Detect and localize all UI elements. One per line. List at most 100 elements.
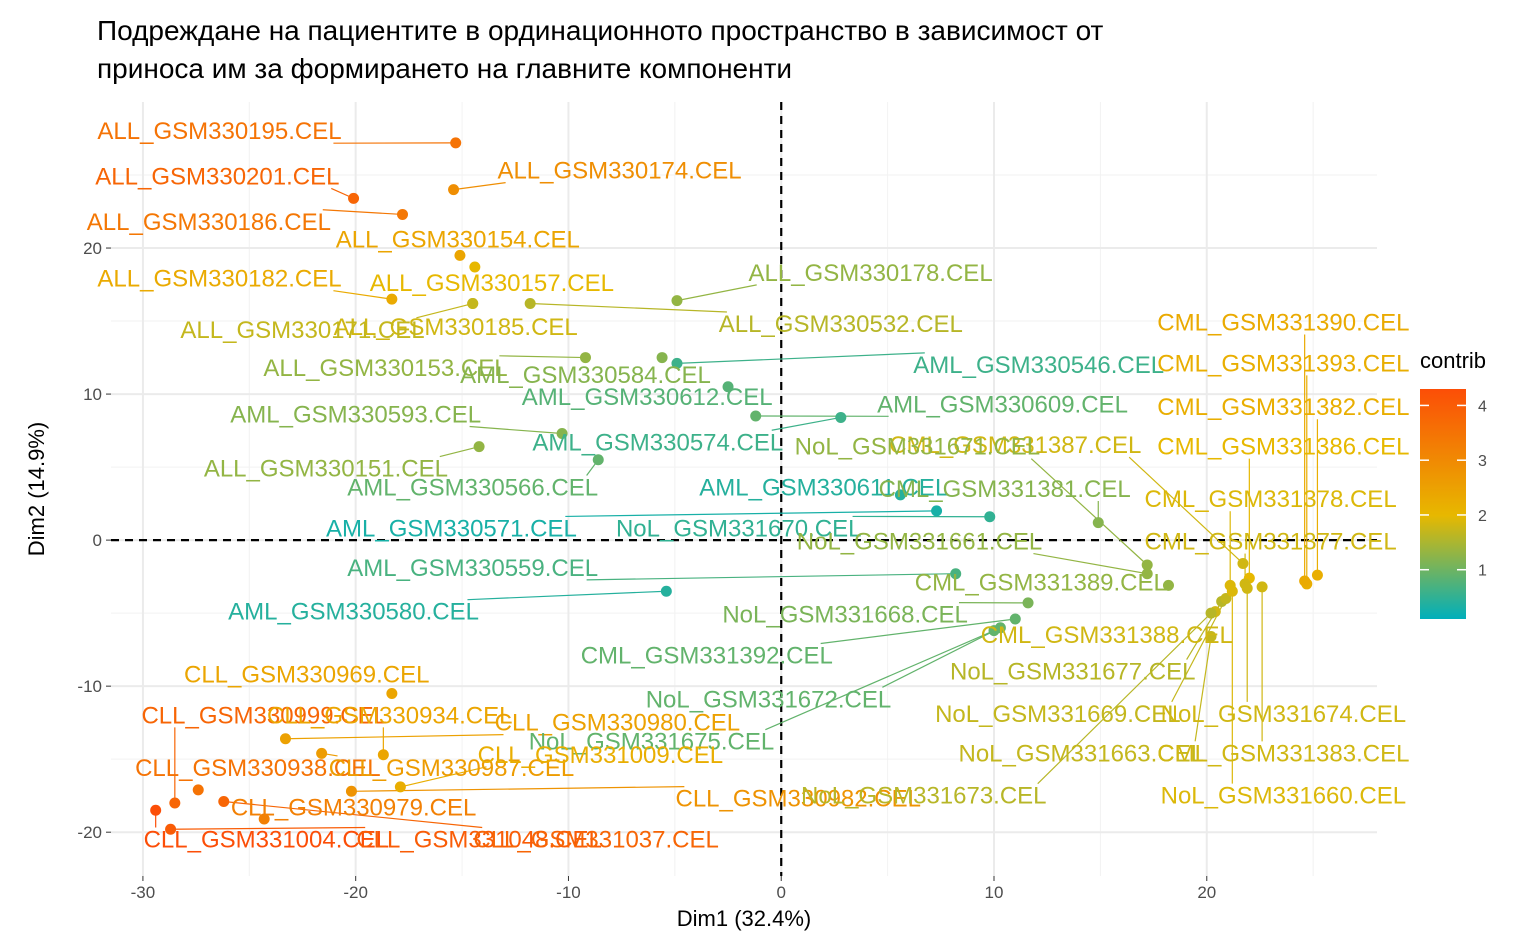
data-point xyxy=(396,208,408,220)
leader-line xyxy=(467,590,667,601)
point-label: CML_GSM331388.CEL xyxy=(981,622,1233,649)
point-label: ALL_GSM330171.CEL xyxy=(180,317,424,344)
data-point xyxy=(579,352,591,364)
data-point xyxy=(1299,575,1311,587)
leader-line xyxy=(565,510,937,518)
leader-line xyxy=(170,826,366,830)
point-label: CML_GSM331390.CEL xyxy=(1157,310,1409,337)
point-label: CML_GSM331387.CEL xyxy=(889,432,1141,459)
legend-title: contrib xyxy=(1420,348,1486,373)
point-label: NoL_GSM331661.CEL xyxy=(797,529,1042,556)
data-point xyxy=(556,428,568,440)
point-label: CLL_GSM330934.CEL xyxy=(267,702,512,729)
point-label: CLL_GSM330979.CEL xyxy=(231,794,476,821)
leader-line xyxy=(1037,612,1212,785)
data-point xyxy=(448,184,460,196)
data-point xyxy=(345,785,357,797)
data-point xyxy=(750,410,762,422)
point-label: CLL_GSM330987.CEL xyxy=(329,755,574,782)
data-point xyxy=(931,505,943,517)
y-tick-label: -10 xyxy=(77,677,102,696)
data-point xyxy=(348,192,360,204)
point-label: NoL_GSM331673.CEL xyxy=(801,783,1046,810)
point-label: NoL_GSM331668.CEL xyxy=(722,602,967,629)
data-point xyxy=(1205,607,1217,619)
point-label: CML_GSM331386.CEL xyxy=(1157,434,1409,461)
data-point xyxy=(656,352,668,364)
point-label: ALL_GSM330153.CEL xyxy=(263,355,507,382)
data-point xyxy=(316,747,328,759)
plot-panel xyxy=(111,102,1377,876)
point-label: NoL_GSM331675.CEL xyxy=(529,729,774,756)
point-label: AML_GSM330574.CEL xyxy=(532,429,783,456)
data-point xyxy=(1237,557,1249,569)
data-point xyxy=(984,511,996,523)
point-label: CML_GSM331383.CEL xyxy=(1157,740,1409,767)
data-point xyxy=(169,797,181,809)
data-point xyxy=(1162,579,1174,591)
x-tick-label: 10 xyxy=(985,883,1004,902)
point-label: AML_GSM330580.CEL xyxy=(228,599,479,626)
label-leader-lines xyxy=(155,142,1319,830)
point-label: CML_GSM331377.CEL xyxy=(1145,529,1397,556)
data-point xyxy=(192,784,204,796)
point-label: ALL_GSM330151.CEL xyxy=(204,456,448,483)
point-label: CML_GSM331382.CEL xyxy=(1157,394,1409,421)
point-label: CML_GSM331381.CEL xyxy=(879,476,1131,503)
data-point xyxy=(467,298,479,310)
point-label: AML_GSM330559.CEL xyxy=(347,555,598,582)
leader-line xyxy=(453,182,506,191)
data-point xyxy=(386,687,398,699)
leader-line xyxy=(1194,636,1212,742)
data-point xyxy=(454,249,466,261)
data-point xyxy=(394,781,406,793)
legend-ticks: 1 2 3 4 xyxy=(1420,398,1487,580)
point-label: NoL_GSM331677.CEL xyxy=(950,659,1195,686)
x-axis-ticks: -30 -20 -10 0 10 20 xyxy=(131,876,1216,902)
x-tick-label: 20 xyxy=(1197,883,1216,902)
leader-line xyxy=(765,630,995,731)
data-point xyxy=(450,137,462,149)
data-point xyxy=(1226,585,1238,597)
point-label: ALL_GSM330201.CEL xyxy=(95,163,339,190)
y-tick-label: 10 xyxy=(83,385,102,404)
point-label: NoL_GSM331670.CEL xyxy=(616,515,861,542)
point-label: NoL_GSM331674.CEL xyxy=(1161,701,1406,728)
point-label: ALL_GSM330178.CEL xyxy=(749,260,993,287)
chart-title-line-1: Подреждане на пациентите в ординационнот… xyxy=(97,15,1104,46)
point-label: CLL_GSM331048.CEL xyxy=(356,826,601,853)
x-tick-label: 0 xyxy=(777,883,786,902)
leader-line xyxy=(416,302,473,319)
point-label: ALL_GSM330157.CEL xyxy=(370,270,614,297)
point-label: ALL_GSM330186.CEL xyxy=(87,209,331,236)
leader-line xyxy=(223,800,483,829)
data-point xyxy=(279,733,291,745)
point-label: CLL_GSM330938.CEL xyxy=(135,755,380,782)
x-tick-label: -10 xyxy=(556,883,581,902)
data-point xyxy=(1141,568,1153,580)
data-point xyxy=(988,625,1000,637)
data-point xyxy=(660,585,672,597)
point-label: AML_GSM330593.CEL xyxy=(230,402,481,429)
leader-line xyxy=(469,425,563,435)
leader-line xyxy=(333,290,392,300)
point-label: ALL_GSM330195.CEL xyxy=(97,118,341,145)
data-point xyxy=(473,441,485,453)
data-point xyxy=(722,381,734,393)
leader-line xyxy=(771,416,841,431)
point-label: CLL_GSM330969.CEL xyxy=(184,661,429,688)
point-label: AML_GSM330609.CEL xyxy=(877,391,1128,418)
leader-line xyxy=(351,786,685,792)
data-point xyxy=(894,489,906,501)
point-labels: ALL_GSM330195.CEL ALL_GSM330174.CEL ALL_GS… xyxy=(87,118,1410,853)
point-label: ALL_GSM330182.CEL xyxy=(97,266,341,293)
point-label: NoL_GSM331672.CEL xyxy=(646,686,891,713)
leader-line xyxy=(499,355,586,359)
leader-line xyxy=(820,618,1016,645)
leader-line xyxy=(882,627,1001,688)
data-points xyxy=(150,137,1323,835)
point-label: AML_GSM330612.CEL xyxy=(522,384,773,411)
point-label: AML_GSM330566.CEL xyxy=(347,475,598,502)
data-point xyxy=(1241,582,1253,594)
leader-line xyxy=(676,284,757,302)
